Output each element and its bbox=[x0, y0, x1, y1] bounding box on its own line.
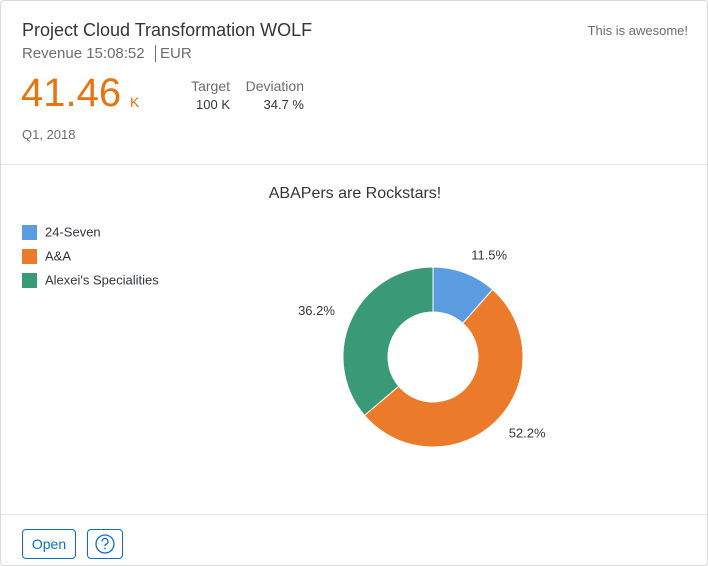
chart: ABAPers are Rockstars! 24-Seven A&A Alexei… bbox=[22, 185, 546, 448]
legend-label: Alexei's Specialities bbox=[45, 272, 159, 287]
legend-swatch bbox=[22, 225, 37, 240]
legend-label: A&A bbox=[45, 248, 71, 263]
help-icon bbox=[95, 534, 115, 554]
separator bbox=[1, 514, 707, 515]
donut-segment bbox=[363, 288, 524, 448]
data-label: 52.2% bbox=[509, 425, 546, 440]
donut-segment bbox=[342, 266, 434, 417]
unit: EUR bbox=[155, 45, 192, 62]
data-label: 36.2% bbox=[298, 303, 335, 318]
details: Q1, 2018 bbox=[22, 127, 76, 142]
separator bbox=[1, 164, 707, 165]
legend-swatch bbox=[22, 273, 37, 288]
card-title: Project Cloud Transformation WOLF bbox=[22, 20, 313, 40]
kpi-value: 41.46 bbox=[21, 71, 122, 115]
kpi-scale: K bbox=[130, 94, 140, 110]
open-button[interactable]: Open bbox=[22, 529, 76, 559]
legend-swatch bbox=[22, 249, 37, 264]
status: This is awesome! bbox=[587, 23, 688, 38]
data-label: 11.5% bbox=[471, 247, 507, 262]
subtitle: Revenue 15:08:52 bbox=[22, 45, 145, 62]
target-label: Target bbox=[191, 78, 230, 94]
deviation-value: 34.7 % bbox=[263, 97, 304, 112]
target-value: 100 K bbox=[196, 97, 230, 112]
legend-label: 24-Seven bbox=[45, 224, 101, 239]
help-button[interactable] bbox=[87, 529, 123, 559]
chart-title: ABAPers are Rockstars! bbox=[269, 185, 442, 202]
deviation-label: Deviation bbox=[245, 78, 304, 94]
